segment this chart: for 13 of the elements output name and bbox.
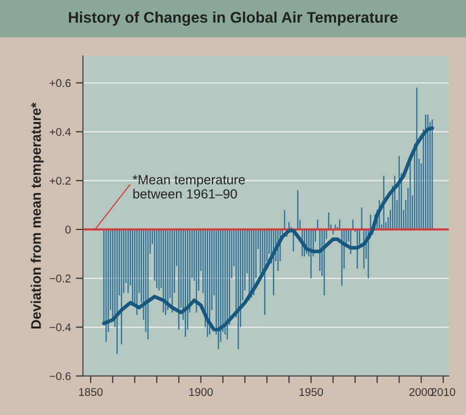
y-tick-label: −0.6 (50, 372, 71, 380)
y-tick-label: 0 (65, 226, 71, 234)
y-tick-label: −0.4 (50, 323, 71, 332)
chart-title: History of Changes in Global Air Temperature (68, 12, 398, 26)
y-tick-label: +0.4 (50, 128, 71, 136)
x-tick-label: 1950 (300, 388, 323, 396)
x-tick-label: 1900 (189, 388, 213, 396)
annotation: *Mean temperature between 1961–90 (132, 175, 245, 199)
y-tick-label: +0.2 (50, 176, 71, 185)
x-tick-label: 1850 (79, 388, 103, 396)
y-axis-title: Deviation from mean temperature* (30, 102, 44, 329)
y-tick-label: −0.2 (50, 274, 71, 282)
y-tick-label: +0.6 (50, 79, 71, 88)
